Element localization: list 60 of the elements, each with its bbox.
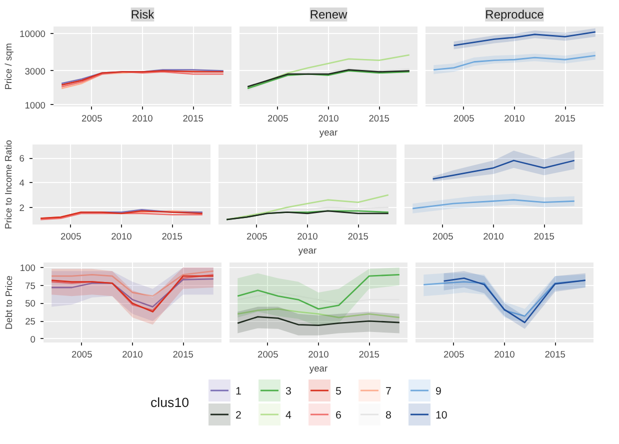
x-tick-label: 2015 — [348, 232, 368, 242]
chart-title: Reproduce — [485, 8, 544, 22]
x-tick-label: 2010 — [318, 114, 339, 124]
x-tick-label: 2015 — [368, 114, 390, 124]
legend-label: 9 — [436, 386, 442, 398]
x-tick-label: 2015 — [172, 350, 194, 360]
legend-label: 10 — [436, 410, 448, 422]
x-tick-label: 2010 — [483, 232, 504, 242]
x-tick-label: 2005 — [72, 350, 92, 360]
legend-title: clus10 — [150, 395, 190, 410]
y-tick-label: 25 — [25, 316, 36, 327]
x-tick-label: 2010 — [504, 114, 525, 124]
legend-label: 3 — [286, 386, 292, 398]
chart-title: Risk — [130, 8, 156, 22]
x-tick-label: 2005 — [60, 232, 82, 242]
x-tick-label: 2015 — [162, 232, 182, 242]
legend-label: 5 — [336, 386, 342, 398]
chart-title: Renew — [310, 8, 348, 22]
legend-label: 8 — [386, 410, 392, 422]
legend-label: 7 — [386, 386, 392, 398]
y-tick-label: 50 — [25, 298, 36, 309]
line-series — [50, 270, 214, 297]
legend-label: 2 — [236, 410, 242, 422]
x-tick-label: 2010 — [122, 350, 143, 360]
x-tick-label: 2015 — [544, 350, 566, 360]
y-tick-label: 2 — [19, 202, 25, 213]
x-tick-label: 2010 — [308, 350, 329, 360]
legend-label: 1 — [236, 386, 242, 398]
x-tick-label: 2015 — [534, 232, 554, 242]
x-tick-label: 2005 — [82, 114, 102, 124]
x-tick-label: 2005 — [246, 232, 268, 242]
x-tick-label: 2005 — [444, 350, 464, 360]
y-tick-label: 3000 — [24, 66, 46, 76]
x-tick-label: 2015 — [358, 350, 380, 360]
y-axis-title: Price to Income Ratio — [3, 140, 14, 230]
x-tick-label: 2010 — [132, 114, 153, 124]
x-axis-title: year — [309, 364, 328, 374]
x-tick-label: 2005 — [258, 350, 278, 360]
x-tick-label: 2005 — [432, 232, 454, 242]
y-tick-label: 6 — [19, 154, 25, 164]
x-tick-label: 2015 — [554, 114, 576, 124]
x-tick-label: 2015 — [182, 114, 204, 124]
y-tick-label: 1000 — [24, 100, 46, 110]
legend-label: 6 — [336, 410, 342, 422]
x-tick-label: 2010 — [297, 232, 318, 242]
y-tick-label: 75 — [25, 280, 36, 291]
y-tick-label: 4 — [19, 178, 25, 188]
y-axis-title: Debt to Price — [4, 276, 14, 330]
x-axis-title: year — [319, 128, 338, 138]
y-tick-label: 10000 — [20, 28, 46, 39]
y-tick-label: 0 — [30, 334, 36, 344]
x-tick-label: 2005 — [268, 114, 288, 124]
x-tick-label: 2010 — [494, 350, 515, 360]
legend-label: 4 — [286, 410, 292, 422]
line-series — [40, 212, 204, 220]
x-axis-title: year — [298, 246, 317, 256]
x-tick-label: 2005 — [454, 114, 474, 124]
y-axis-title: Price / sqm — [4, 42, 14, 90]
y-tick-label: 100 — [20, 263, 36, 273]
x-tick-label: 2010 — [111, 232, 132, 242]
